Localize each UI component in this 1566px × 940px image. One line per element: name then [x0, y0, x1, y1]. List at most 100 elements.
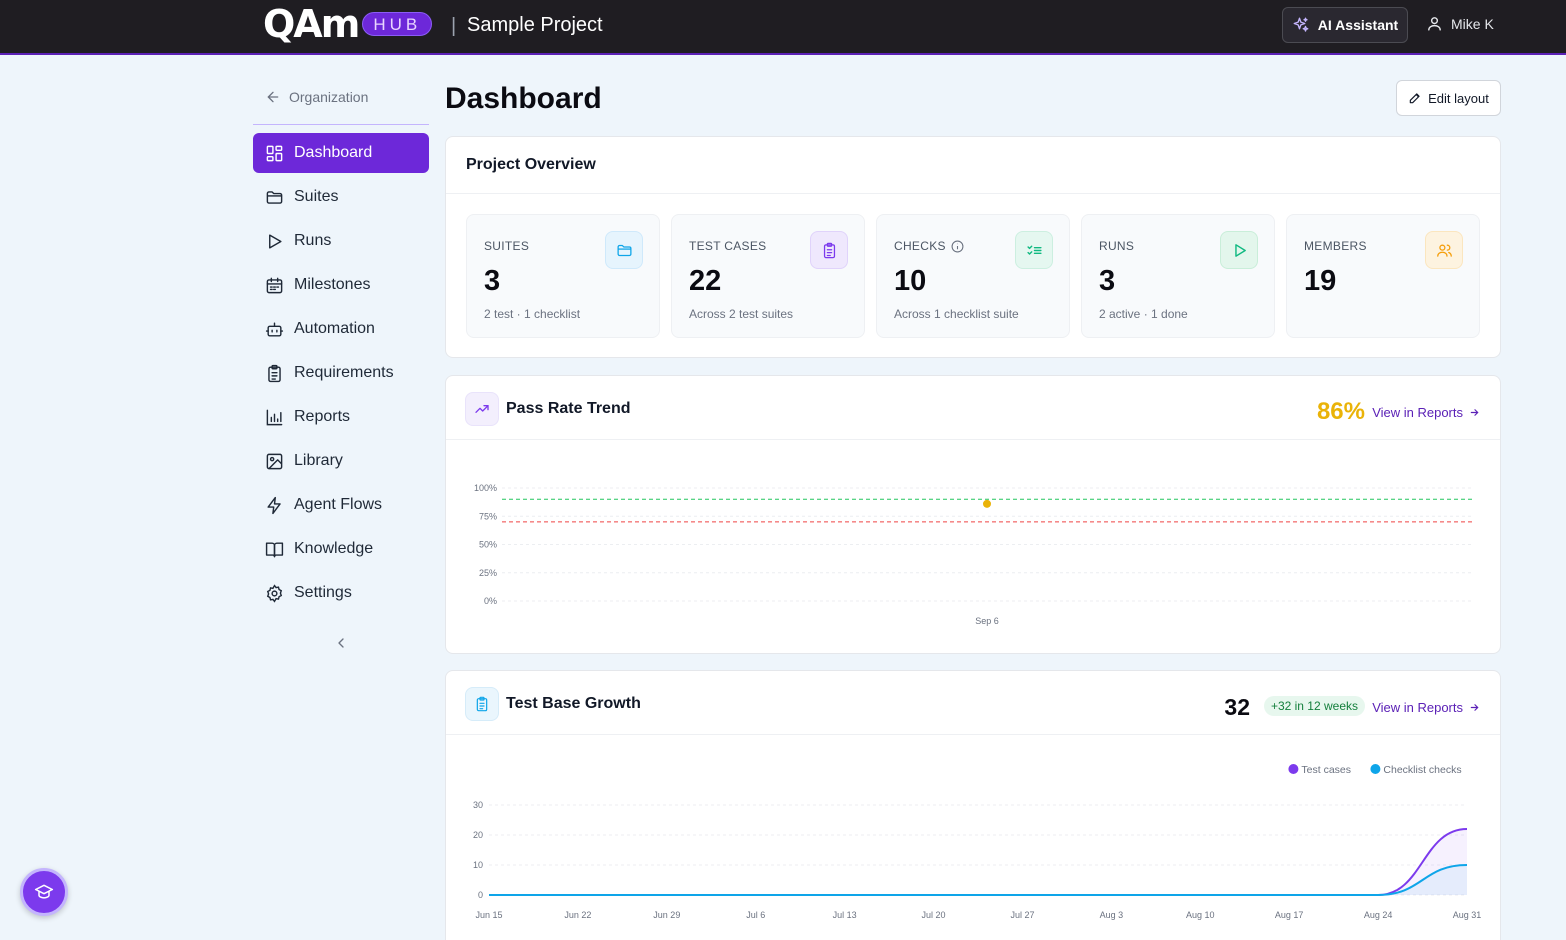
data-point [983, 499, 991, 508]
sidebar-item-library[interactable]: Library [253, 441, 429, 481]
stat-card-runs[interactable]: RUNS 3 2 active · 1 done [1081, 214, 1275, 338]
users-icon [1425, 231, 1463, 269]
edit-layout-button[interactable]: Edit layout [1396, 80, 1501, 116]
bar-chart-icon [266, 409, 283, 425]
sidebar-item-label: Reports [294, 408, 351, 425]
arrow-left-icon [267, 91, 279, 103]
series-line [489, 864, 1468, 896]
legend-swatch [1370, 764, 1381, 774]
sidebar-item-runs[interactable]: Runs [253, 221, 429, 261]
logo-badge: HUB [362, 12, 433, 36]
sidebar-item-suites[interactable]: Suites [253, 177, 429, 217]
clipboard-icon [810, 231, 848, 269]
sidebar-divider [253, 124, 429, 125]
growth-delta-badge: +32 in 12 weeks [1263, 696, 1365, 716]
top-bar: QAm HUB | Sample Project AI Assistant Mi… [0, 0, 1566, 55]
info-icon[interactable] [951, 240, 964, 253]
back-to-organization-link[interactable]: Organization [265, 89, 368, 105]
x-tick-label: Aug 3 [1100, 910, 1124, 920]
stat-card-test-cases[interactable]: TEST CASES 22 Across 2 test suites [671, 214, 865, 338]
collapse-sidebar-chevron-icon[interactable] [333, 635, 349, 651]
stat-card-checks[interactable]: CHECKS 10 Across 1 checklist suite [876, 214, 1070, 338]
sidebar-item-label: Dashboard [294, 144, 373, 161]
logo-text: QAm [263, 2, 360, 46]
growth-title: Test Base Growth [506, 695, 641, 712]
stat-label: MEMBERS [1304, 239, 1367, 253]
sidebar-item-label: Suites [294, 188, 339, 205]
sidebar-item-milestones[interactable]: Milestones [253, 265, 429, 305]
sidebar-item-requirements[interactable]: Requirements [253, 353, 429, 393]
stat-subtext: 2 active · 1 done [1099, 307, 1188, 321]
stat-value: 19 [1304, 265, 1337, 297]
sidebar-item-label: Milestones [294, 276, 371, 293]
folder-icon [266, 190, 283, 204]
sparkles-icon [1293, 17, 1309, 32]
stat-value: 22 [689, 265, 722, 297]
y-tick-label: 20 [473, 830, 483, 840]
sidebar-item-knowledge[interactable]: Knowledge [253, 529, 429, 569]
ai-assistant-label: AI Assistant [1317, 17, 1399, 33]
test-base-growth-chart: 30 20 10 0 Jun 15 Jun 22 Jun 29 Jul 6 Jul 13 Jul … [473, 764, 1481, 920]
folder-icon [605, 231, 643, 269]
series-line [489, 828, 1468, 896]
stat-label: RUNS [1099, 239, 1135, 253]
x-tick-label: Sep 6 [975, 616, 999, 626]
stat-label: SUITES [484, 239, 530, 253]
y-tick-label: 25% [479, 568, 497, 578]
dashboard-grid-icon [266, 145, 283, 161]
ai-assistant-button[interactable]: AI Assistant [1282, 7, 1408, 43]
growth-header: Test Base Growth 32 +32 in 12 weeks View… [446, 671, 1500, 735]
series-area [489, 829, 1467, 895]
user-menu[interactable]: Mike K [1426, 15, 1494, 32]
y-tick-label: 50% [479, 540, 497, 550]
page-title: Dashboard [445, 82, 602, 115]
y-tick-label: 75% [479, 511, 497, 521]
app-logo[interactable]: QAm HUB [263, 2, 433, 46]
help-academy-button[interactable] [20, 868, 68, 916]
book-icon [265, 541, 284, 557]
sidebar-item-label: Requirements [294, 364, 394, 381]
x-tick-label: Jul 20 [922, 910, 946, 920]
x-tick-label: Aug 24 [1364, 910, 1393, 920]
stat-subtext: 2 test · 1 checklist [484, 307, 581, 321]
play-icon [269, 233, 282, 249]
series-area [489, 865, 1467, 895]
sidebar-item-reports[interactable]: Reports [253, 397, 429, 437]
gear-icon [266, 583, 283, 603]
arrow-right-icon [1470, 409, 1479, 416]
stat-card-members[interactable]: MEMBERS 19 [1286, 214, 1480, 338]
y-tick-label: 30 [473, 800, 483, 810]
sidebar-item-dashboard[interactable]: Dashboard [253, 133, 429, 173]
robot-icon [265, 321, 284, 337]
sidebar-item-label: Knowledge [294, 540, 374, 557]
pass-rate-view-in-reports-link[interactable]: View in Reports [1372, 405, 1480, 420]
sidebar-item-label: Automation [294, 320, 375, 337]
y-tick-label: 10 [473, 860, 483, 870]
y-tick-label: 0 [478, 890, 483, 900]
pass-rate-value: 86% [1316, 398, 1365, 425]
sidebar-item-automation[interactable]: Automation [253, 309, 429, 349]
project-overview-title: Project Overview [446, 137, 1500, 194]
clipboard-icon [268, 364, 281, 382]
sidebar-item-settings[interactable]: Settings [253, 573, 429, 613]
growth-view-in-reports-link[interactable]: View in Reports [1372, 700, 1480, 715]
stat-value: 3 [484, 265, 501, 297]
arrow-right-icon [1470, 704, 1479, 711]
y-tick-label: 100% [474, 483, 497, 493]
view-link-label: View in Reports [1372, 700, 1463, 715]
y-tick-label: 0% [484, 596, 497, 606]
pass-rate-header: Pass Rate Trend 86% View in Reports [446, 376, 1500, 440]
sidebar-item-label: Agent Flows [294, 496, 383, 513]
x-tick-label: Jul 13 [833, 910, 857, 920]
sidebar-item-label: Library [294, 452, 343, 469]
project-overview-card: Project Overview SUITES 3 2 test · 1 che… [445, 136, 1501, 358]
stat-card-suites[interactable]: SUITES 3 2 test · 1 checklist [466, 214, 660, 338]
sidebar-item-agent-flows[interactable]: Agent Flows [253, 485, 429, 525]
sidebar-item-label: Settings [294, 584, 352, 601]
pass-rate-title: Pass Rate Trend [506, 400, 631, 417]
stat-label: TEST CASES [689, 239, 767, 253]
stat-value: 3 [1099, 265, 1116, 297]
stat-subtext: Across 1 checklist suite [894, 307, 1019, 321]
project-name[interactable]: Sample Project [467, 14, 603, 36]
sidebar-item-label: Runs [294, 232, 332, 249]
